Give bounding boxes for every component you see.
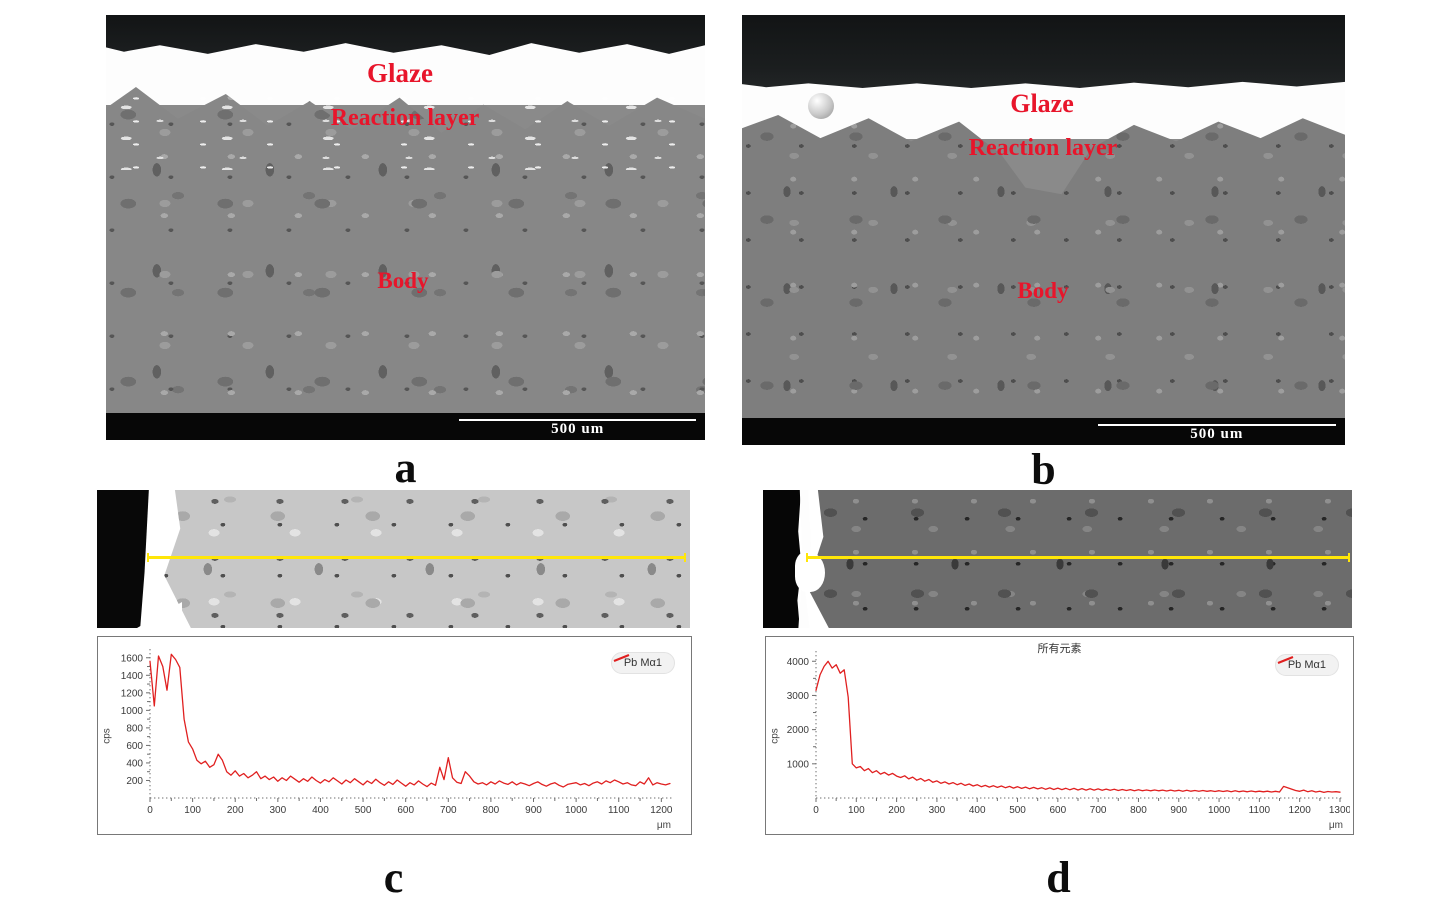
svg-text:100: 100 <box>848 805 865 816</box>
svg-text:0: 0 <box>147 805 153 816</box>
chart-c: 0 100 200 300 400 500 600 700 800 900 1000 1100 1200… <box>97 636 692 835</box>
svg-text:1100: 1100 <box>1249 805 1271 816</box>
panel-label-c: c <box>383 853 404 900</box>
chart-c-ylabel: cps <box>101 727 113 744</box>
linescan-strip-c <box>97 490 690 628</box>
svg-text:700: 700 <box>440 805 457 816</box>
chart-c-xunit: μm <box>656 820 671 831</box>
svg-text:800: 800 <box>483 805 500 816</box>
svg-text:300: 300 <box>269 805 286 816</box>
svg-text:1600: 1600 <box>121 653 144 664</box>
strip-d-body-texture <box>807 490 1352 628</box>
svg-text:700: 700 <box>1090 805 1107 816</box>
svg-text:1200: 1200 <box>650 805 673 816</box>
svg-text:3000: 3000 <box>787 691 810 702</box>
legend-line-icon <box>613 653 630 663</box>
sem-image-a: 500 um Glaze Reaction layer Body <box>106 15 705 440</box>
chart-c-plot: 0 100 200 300 400 500 600 700 800 900 1000 1100 1200… <box>121 649 673 816</box>
svg-text:1200: 1200 <box>121 688 144 699</box>
sem-b-body-region <box>742 115 1345 445</box>
strip-c-body-texture <box>164 490 690 628</box>
sem-a-body-label: Body <box>377 268 429 293</box>
sem-b-reaction-layer-label: Reaction layer <box>968 135 1118 161</box>
svg-text:300: 300 <box>929 805 946 816</box>
svg-text:1400: 1400 <box>121 671 144 682</box>
sem-a-scale-strip: 500 um <box>106 413 705 440</box>
chart-d-legend-label: Pb Mα1 <box>1287 659 1326 671</box>
svg-text:2000: 2000 <box>787 725 810 736</box>
strip-c-glaze-wedge <box>137 602 182 628</box>
linescan-strip-d <box>763 490 1352 628</box>
sem-a-glaze-label: Glaze <box>367 58 433 88</box>
svg-text:900: 900 <box>1170 805 1187 816</box>
svg-text:0: 0 <box>813 805 819 816</box>
sem-a-reaction-layer-label: Reaction layer <box>330 105 480 131</box>
sem-b-scale-text: 500 um <box>1190 426 1244 442</box>
svg-text:200: 200 <box>888 805 905 816</box>
sem-a-scale-bar <box>459 419 696 421</box>
legend-line-icon <box>1277 655 1294 665</box>
panel-label-d: d <box>1046 853 1071 900</box>
svg-text:600: 600 <box>397 805 414 816</box>
sem-b-scale-strip: 500 um <box>742 418 1345 445</box>
sem-b-glaze-label: Glaze <box>1010 89 1074 118</box>
svg-text:100: 100 <box>184 805 201 816</box>
svg-text:1000: 1000 <box>565 805 588 816</box>
sem-a-scale-text: 500 um <box>551 421 605 437</box>
svg-text:1100: 1100 <box>608 805 630 816</box>
svg-text:400: 400 <box>312 805 329 816</box>
svg-text:1300: 1300 <box>1329 805 1350 816</box>
svg-text:1000: 1000 <box>787 759 810 770</box>
svg-text:4000: 4000 <box>787 657 810 668</box>
svg-text:800: 800 <box>126 723 143 734</box>
svg-text:200: 200 <box>126 776 143 787</box>
sem-b-glaze-bubble <box>808 93 834 119</box>
panel-label-b: b <box>1031 445 1056 494</box>
svg-text:600: 600 <box>126 741 143 752</box>
svg-text:800: 800 <box>1130 805 1147 816</box>
svg-text:1200: 1200 <box>1289 805 1312 816</box>
chart-d-ylabel: cps <box>769 727 781 744</box>
svg-text:500: 500 <box>1009 805 1026 816</box>
sem-b-scale-bar <box>1097 424 1336 426</box>
panel-label-a: a <box>394 443 417 492</box>
sem-b-body-label: Body <box>1017 278 1069 303</box>
sem-b-epoxy-region <box>742 15 1345 88</box>
chart-d-plot: 0 100 200 300 400 500 600 700 800 900 1000 1100 1200… <box>787 651 1350 816</box>
strip-c-scan-line <box>147 553 686 562</box>
svg-text:1000: 1000 <box>121 706 144 717</box>
chart-d-legend: Pb Mα1 <box>1274 654 1339 676</box>
sem-a-reaction-layer-region <box>106 95 705 170</box>
chart-c-legend-label: Pb Mα1 <box>623 657 662 669</box>
svg-text:200: 200 <box>227 805 244 816</box>
chart-d-title: 所有元素 <box>1037 643 1082 655</box>
strip-d-scan-line <box>806 553 1350 562</box>
svg-text:400: 400 <box>969 805 986 816</box>
strip-c-epoxy-black <box>97 490 149 628</box>
svg-text:500: 500 <box>355 805 372 816</box>
sem-image-b: 500 um Glaze Reaction layer Body <box>742 15 1345 445</box>
svg-text:400: 400 <box>126 758 143 769</box>
svg-text:1000: 1000 <box>1208 805 1231 816</box>
svg-text:900: 900 <box>525 805 542 816</box>
chart-d: 所有元素 0 100 200 300 400 500 600 700 800 900 1000 110… <box>765 636 1354 835</box>
svg-text:600: 600 <box>1049 805 1066 816</box>
chart-c-legend: Pb Mα1 <box>610 652 675 674</box>
chart-d-xunit: μm <box>1328 820 1343 831</box>
